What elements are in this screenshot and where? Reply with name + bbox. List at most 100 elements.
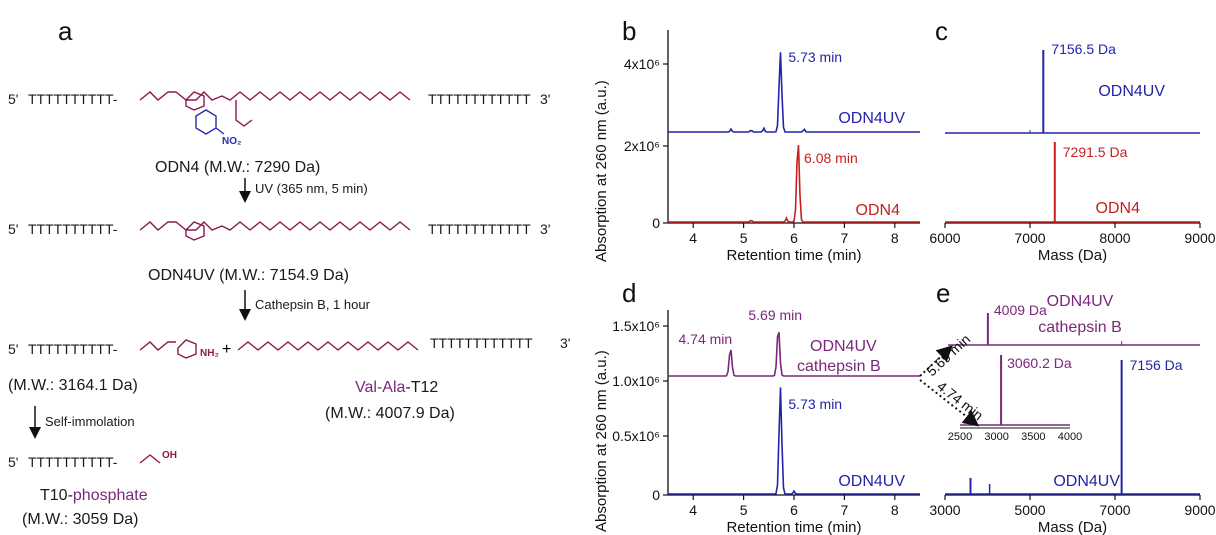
phosphate-bond xyxy=(139,454,161,464)
odn4uv-t12: TTTTTTTTTTTT xyxy=(428,221,531,237)
arrow-label-4.74: 4.74 min xyxy=(934,378,986,424)
panel-label-a: a xyxy=(58,16,73,46)
odn4uv-3prime: 3' xyxy=(540,221,550,237)
peak-label-5.73: 5.73 min xyxy=(788,49,842,65)
series-cathepsin-line xyxy=(668,332,920,377)
arrow-5.69 xyxy=(919,345,953,377)
legend-odn4uv: ODN4UV xyxy=(1053,473,1120,490)
x-tick-label-6: 6 xyxy=(790,230,798,246)
x-tick-label-7000: 7000 xyxy=(1014,230,1045,246)
frag2-3prime: 3' xyxy=(560,335,570,351)
odn4-t10: TTTTTTTTTT- xyxy=(28,91,118,107)
legend-cathepsin-line1: ODN4UV xyxy=(810,338,877,355)
peak-label-7291.5: 7291.5 Da xyxy=(1063,144,1128,160)
t10p-t10: TTTTTTTTTT- xyxy=(28,454,118,470)
t10p-5prime: 5' xyxy=(8,454,18,470)
odn4-structure: 5' TTTTTTTTTT- NO₂ TTTTTTTTTTTT 3' ODN4 … xyxy=(8,91,550,176)
panel-label-b: b xyxy=(622,16,636,46)
series-odn4uv-line xyxy=(668,52,920,133)
odn4-3prime: 3' xyxy=(540,91,550,107)
legend-odn4uv: ODN4UV xyxy=(1098,83,1165,100)
x-tick-label-7000: 7000 xyxy=(1099,502,1130,518)
odn4uv-label: ODN4UV (M.W.: 7154.9 Da) xyxy=(148,267,349,284)
arrow-label-5.69: 5.69 min xyxy=(923,331,973,379)
frag2-t12: TTTTTTTTTTTT xyxy=(430,335,533,351)
fragment-structures: 5' TTTTTTTTTT- NH₂ + TTTTTTTTTTTT 3' (M.… xyxy=(8,335,570,422)
peak-label-7156.5: 7156.5 Da xyxy=(1051,41,1116,57)
legend-odn4: ODN4 xyxy=(856,202,901,219)
x-tick-label-6: 6 xyxy=(790,502,798,518)
panel-label-e: e xyxy=(936,278,950,308)
frag2-name-a: Val-Ala xyxy=(355,379,405,396)
inset-tick-4000: 4000 xyxy=(1058,431,1082,443)
x-axis-label: Retention time (min) xyxy=(726,519,861,535)
reaction-scheme: a 5' TTTTTTTTTT- NO₂ TTTTTTTTTTTT 3' ODN… xyxy=(8,16,570,528)
frag2-mw: (M.W.: 4007.9 Da) xyxy=(325,405,455,422)
nh2-text: NH₂ xyxy=(200,348,219,359)
inset-tick-3500: 3500 xyxy=(1021,431,1045,443)
y-tick-label: 0.5x10⁶ xyxy=(612,428,660,444)
no2-text: NO₂ xyxy=(222,136,241,147)
series-odn4uv-line xyxy=(668,387,920,495)
odn4-5prime: 5' xyxy=(8,91,18,107)
odn4uv-t10: TTTTTTTTTT- xyxy=(28,221,118,237)
legend-cathepsin-line2: cathepsin B xyxy=(1038,319,1122,336)
odn4uv-5prime: 5' xyxy=(8,221,18,237)
peak-label-4.74: 4.74 min xyxy=(678,331,732,347)
inset-tick-2500: 2500 xyxy=(948,431,972,443)
t10p-name: T10-phosphate xyxy=(40,487,148,504)
frag1-linker-structure xyxy=(139,339,197,359)
chart-panel-c: c 6000 7000 8000 9000 Mass (Da) 7156.5 Da ODN4U… xyxy=(929,16,1215,264)
frag2-name-b: -T12 xyxy=(405,379,438,396)
x-tick-label-9000: 9000 xyxy=(1184,230,1215,246)
peak-label-5.73: 5.73 min xyxy=(788,396,842,412)
odn4-t12: TTTTTTTTTTTT xyxy=(428,91,531,107)
frag1-5prime: 5' xyxy=(8,341,18,357)
self-immolation-label: Self-immolation xyxy=(45,414,135,429)
panel-label-c: c xyxy=(935,16,948,46)
cathepsin-step-label: Cathepsin B, 1 hour xyxy=(255,297,371,312)
x-tick-label-4: 4 xyxy=(689,502,697,518)
y-tick-label: 0 xyxy=(652,215,660,231)
nitrobenzyl-group xyxy=(195,109,225,135)
x-tick-label-6000: 6000 xyxy=(929,230,960,246)
frag2-linker-structure xyxy=(237,341,419,351)
legend-cathepsin-line1: ODN4UV xyxy=(1047,293,1114,310)
t10p-mw: (M.W.: 3059 Da) xyxy=(22,511,138,528)
x-tick-label-4: 4 xyxy=(689,230,697,246)
x-tick-label-5000: 5000 xyxy=(1014,502,1045,518)
peak-label-7156: 7156 Da xyxy=(1130,357,1183,373)
t10-phosphate-structure: 5' TTTTTTTTTT- OH T10-phosphate (M.W.: 3… xyxy=(8,450,177,528)
y-tick-label: 2x10⁶ xyxy=(624,138,660,154)
odn4-label: ODN4 (M.W.: 7290 Da) xyxy=(155,159,320,176)
chart-panel-b: b 0 2x10⁶ 4x10⁶ 4 5 6 7 8 Retention time (min) 5.7… xyxy=(593,16,920,264)
odn4uv-structure: 5' TTTTTTTTTT- TTTTTTTTTTTT 3' ODN4UV (M… xyxy=(8,221,550,284)
peak-label-5.69: 5.69 min xyxy=(748,307,802,323)
y-axis-label: Absorption at 260 nm (a.u.) xyxy=(593,350,610,532)
oh-text: OH xyxy=(162,450,177,461)
y-tick-label: 0 xyxy=(652,487,660,503)
arrow-4.74 xyxy=(919,379,980,427)
frag1-t10: TTTTTTTTTT- xyxy=(28,341,118,357)
peak-label-6.08: 6.08 min xyxy=(804,150,858,166)
x-axis-label: Mass (Da) xyxy=(1038,247,1107,264)
y-tick-label: 4x10⁶ xyxy=(624,56,660,72)
x-tick-label-5: 5 xyxy=(740,502,748,518)
x-tick-label-5: 5 xyxy=(740,230,748,246)
x-tick-label-3000: 3000 xyxy=(929,502,960,518)
odn4uv-linker-structure xyxy=(139,221,411,241)
series-odn4-line xyxy=(668,145,920,223)
x-tick-label-7: 7 xyxy=(841,502,849,518)
panel-label-d: d xyxy=(622,278,636,308)
x-tick-label-8: 8 xyxy=(891,230,899,246)
y-tick-label: 1.0x10⁶ xyxy=(612,373,660,389)
legend-odn4uv: ODN4UV xyxy=(838,110,905,127)
x-axis-label: Retention time (min) xyxy=(726,247,861,264)
frag2-name: Val-Ala-T12 xyxy=(355,379,438,396)
t10p-name-a: T10- xyxy=(40,487,73,504)
x-tick-label-8000: 8000 xyxy=(1099,230,1130,246)
x-tick-label-8: 8 xyxy=(891,502,899,518)
y-axis-label: Absorption at 260 nm (a.u.) xyxy=(593,80,610,262)
